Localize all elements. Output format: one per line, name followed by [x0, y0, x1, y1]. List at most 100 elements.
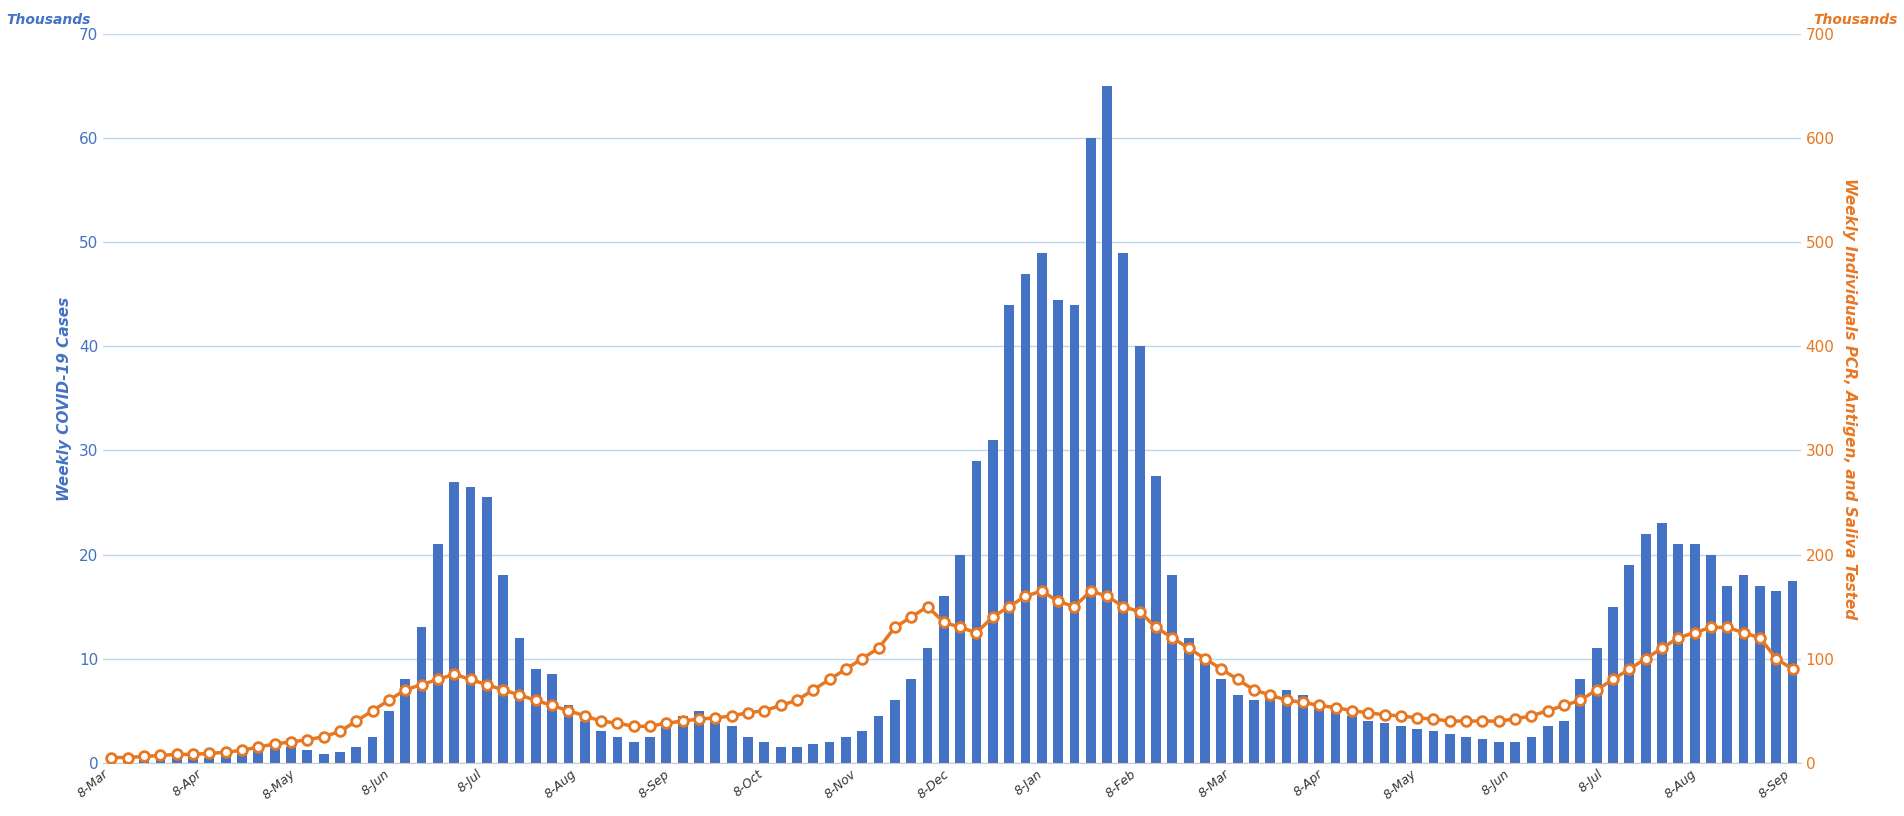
Bar: [678, 716, 687, 763]
Bar: [1152, 477, 1161, 763]
Bar: [385, 711, 394, 763]
Bar: [1249, 700, 1259, 763]
Bar: [499, 575, 508, 763]
Bar: [1495, 742, 1504, 763]
Bar: [760, 742, 769, 763]
Bar: [1217, 680, 1226, 763]
Bar: [270, 742, 280, 763]
Bar: [156, 759, 166, 763]
Bar: [775, 747, 786, 763]
Bar: [939, 596, 948, 763]
Bar: [1003, 304, 1015, 763]
Bar: [1771, 591, 1780, 763]
Bar: [564, 706, 573, 763]
Bar: [318, 754, 329, 763]
Bar: [107, 761, 116, 763]
Bar: [906, 680, 916, 763]
Bar: [1053, 299, 1062, 763]
Bar: [303, 750, 312, 763]
Bar: [1428, 731, 1438, 763]
Y-axis label: Weekly Individuals PCR, Antigen, and Saliva Tested: Weekly Individuals PCR, Antigen, and Sal…: [1841, 178, 1856, 619]
Bar: [889, 700, 901, 763]
Bar: [417, 628, 426, 763]
Bar: [743, 737, 752, 763]
Bar: [1641, 534, 1651, 763]
Bar: [1689, 544, 1700, 763]
Bar: [842, 737, 851, 763]
Bar: [645, 737, 655, 763]
Bar: [1510, 742, 1519, 763]
Bar: [1380, 723, 1390, 763]
Bar: [874, 716, 883, 763]
Bar: [367, 737, 377, 763]
Bar: [204, 757, 215, 763]
Bar: [1314, 706, 1323, 763]
Bar: [139, 760, 149, 763]
Bar: [1184, 638, 1194, 763]
Bar: [613, 737, 623, 763]
Bar: [1592, 648, 1601, 763]
Bar: [221, 754, 230, 763]
Bar: [1331, 711, 1340, 763]
Bar: [1038, 253, 1047, 763]
Bar: [1788, 580, 1797, 763]
Bar: [1478, 738, 1487, 763]
Bar: [400, 680, 409, 763]
Bar: [1609, 606, 1618, 763]
Bar: [1527, 737, 1537, 763]
Bar: [335, 752, 345, 763]
Text: Thousands: Thousands: [8, 13, 91, 27]
Bar: [188, 757, 198, 763]
Y-axis label: Weekly COVID-19 Cases: Weekly COVID-19 Cases: [57, 296, 72, 500]
Bar: [1413, 730, 1422, 763]
Bar: [661, 726, 672, 763]
Bar: [1363, 721, 1373, 763]
Bar: [1070, 304, 1080, 763]
Bar: [1167, 575, 1177, 763]
Bar: [1102, 86, 1112, 763]
Bar: [1575, 680, 1586, 763]
Bar: [1396, 726, 1405, 763]
Bar: [1624, 565, 1634, 763]
Bar: [857, 731, 866, 763]
Bar: [596, 731, 605, 763]
Bar: [809, 744, 819, 763]
Bar: [1723, 586, 1733, 763]
Bar: [824, 742, 834, 763]
Bar: [171, 757, 181, 763]
Bar: [253, 747, 263, 763]
Bar: [1542, 726, 1552, 763]
Bar: [1674, 544, 1683, 763]
Bar: [546, 674, 558, 763]
Bar: [581, 721, 590, 763]
Bar: [1445, 734, 1455, 763]
Bar: [432, 544, 444, 763]
Bar: [1460, 737, 1472, 763]
Bar: [1656, 523, 1666, 763]
Bar: [1559, 721, 1569, 763]
Bar: [1299, 695, 1308, 763]
Bar: [695, 711, 704, 763]
Bar: [1085, 138, 1095, 763]
Bar: [1266, 695, 1276, 763]
Bar: [1021, 273, 1030, 763]
Bar: [352, 747, 362, 763]
Bar: [514, 638, 524, 763]
Bar: [727, 726, 737, 763]
Bar: [923, 648, 933, 763]
Bar: [1706, 555, 1716, 763]
Bar: [238, 752, 248, 763]
Bar: [710, 721, 720, 763]
Bar: [1738, 575, 1748, 763]
Bar: [792, 747, 802, 763]
Bar: [971, 461, 981, 763]
Bar: [1346, 716, 1358, 763]
Bar: [988, 440, 998, 763]
Bar: [482, 497, 491, 763]
Bar: [1135, 347, 1144, 763]
Bar: [449, 481, 459, 763]
Bar: [531, 669, 541, 763]
Bar: [466, 487, 476, 763]
Bar: [628, 742, 638, 763]
Bar: [1232, 695, 1243, 763]
